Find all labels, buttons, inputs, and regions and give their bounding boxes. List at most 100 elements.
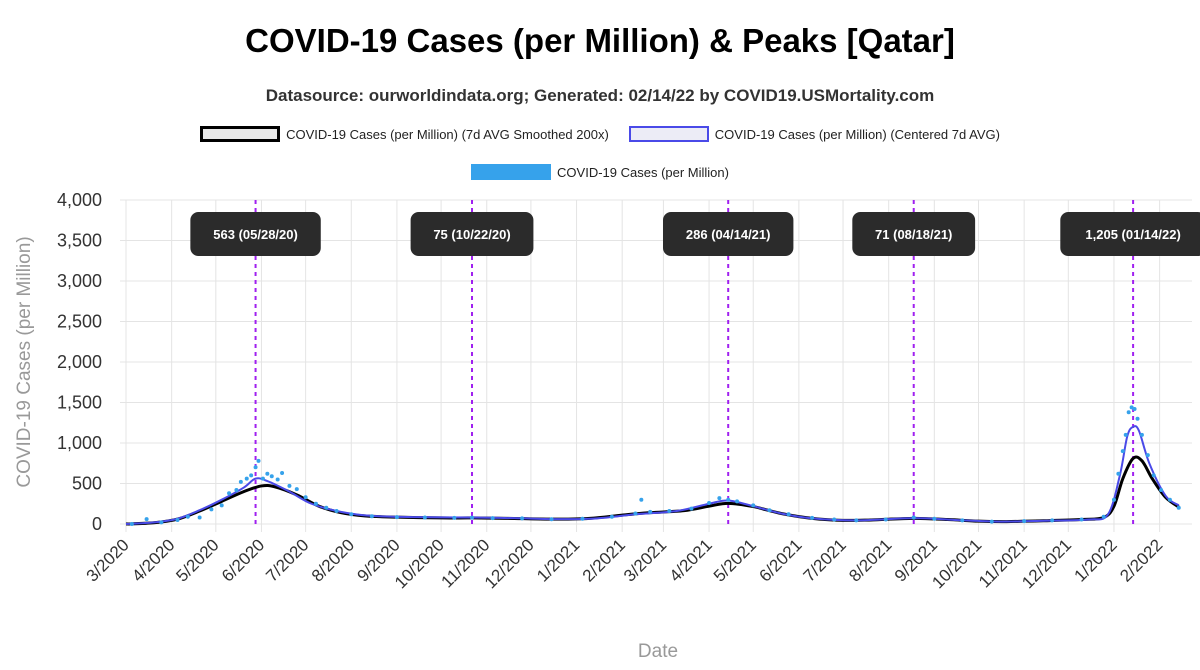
raw-data-point — [260, 476, 265, 481]
raw-data-point — [227, 491, 232, 496]
x-tick-label: 11/2021 — [975, 535, 1031, 591]
raw-data-point — [159, 520, 164, 525]
series-layer — [125, 405, 1181, 526]
raw-data-point — [1129, 405, 1134, 410]
y-axis-title: COVID-19 Cases (per Million) — [14, 236, 35, 487]
raw-data-point — [717, 496, 722, 501]
legend-swatch-smoothed — [200, 126, 281, 142]
raw-data-point — [1120, 449, 1125, 454]
x-tick-label: 5/2020 — [172, 535, 222, 585]
raw-data-point — [1123, 432, 1128, 437]
peak-layer — [254, 200, 1135, 524]
y-tick-label: 3,500 — [57, 231, 102, 251]
y-tick-label: 0 — [92, 514, 102, 534]
raw-data-point — [1111, 497, 1116, 502]
raw-data-point — [422, 515, 427, 520]
peak-label-box — [190, 212, 321, 256]
peak-label-text: 71 (08/18/21) — [875, 227, 952, 242]
raw-data-point — [726, 497, 731, 502]
x-tick-label: 4/2020 — [128, 535, 178, 585]
y-tick-label: 3,000 — [57, 271, 102, 291]
raw-data-point — [751, 503, 756, 508]
raw-data-point — [303, 495, 308, 500]
x-tick-label: 12/2020 — [481, 535, 538, 592]
x-tick-label: 3/2020 — [83, 535, 133, 585]
raw-data-point — [1135, 416, 1140, 421]
raw-data-point — [175, 517, 180, 522]
x-tick-label: 10/2021 — [928, 535, 985, 592]
legend-item-centered[interactable]: COVID-19 Cases (per Million) (Centered 7… — [628, 126, 1000, 142]
x-tick-label: 11/2020 — [438, 535, 494, 591]
x-axis-title: Date — [638, 641, 678, 662]
x-tick-label: 12/2021 — [1018, 535, 1075, 592]
x-tick-label: 1/2022 — [1071, 535, 1121, 585]
legend-row-2: COVID-19 Cases (per Million) — [0, 164, 1200, 180]
axis-layer: 0 500 1,000 1,500 2,000 2,500 3,000 3,500 4,000 3… — [57, 190, 1166, 592]
raw-data-point — [197, 515, 202, 520]
raw-data-point — [470, 515, 475, 520]
raw-data-point — [1159, 487, 1164, 492]
raw-data-point — [580, 516, 585, 521]
x-tick-label: 7/2021 — [800, 535, 850, 585]
raw-data-point — [275, 477, 280, 482]
peak-label-layer: 563 (05/28/20) 75 (10/22/20) 286 (04/14/21… — [190, 212, 1200, 256]
raw-data-point — [633, 511, 638, 516]
x-tick-label: 8/2021 — [845, 535, 895, 585]
x-tick-label: 3/2021 — [620, 535, 670, 585]
x-tick-label: 2/2021 — [579, 535, 629, 585]
raw-data-point — [1176, 505, 1181, 510]
chart-subtitle: Datasource: ourworldindata.org; Generate… — [265, 86, 935, 105]
raw-data-point — [810, 515, 815, 520]
raw-data-point — [648, 509, 653, 514]
peak-label-box — [663, 212, 794, 256]
raw-data-point — [269, 474, 274, 479]
legend-label-centered: COVID-19 Cases (per Million) (Centered 7… — [714, 126, 1000, 142]
raw-data-point — [832, 517, 837, 522]
x-tick-label: 6/2020 — [218, 535, 268, 585]
smoothed-series-line — [125, 455, 1180, 526]
raw-data-point — [234, 487, 239, 492]
raw-data-point — [735, 499, 740, 504]
peak-label-text: 75 (10/22/20) — [433, 227, 510, 242]
peak-label-text: 1,205 (01/14/22) — [1085, 227, 1180, 242]
peak-label-box — [410, 212, 534, 256]
raw-data-point — [1151, 473, 1156, 478]
legend-item-smoothed[interactable]: COVID-19 Cases (per Million) (7d AVG Smo… — [200, 126, 609, 142]
raw-data-point — [911, 515, 916, 520]
raw-data-point — [1145, 453, 1150, 458]
raw-data-point — [265, 471, 270, 476]
raw-data-point — [883, 517, 888, 522]
raw-data-point — [786, 512, 791, 517]
raw-data-point — [520, 516, 525, 521]
raw-data-point — [294, 487, 299, 492]
raw-data-point — [394, 515, 399, 520]
raw-data-point — [1167, 497, 1172, 502]
raw-data-point — [244, 476, 249, 481]
raw-data-point — [144, 517, 149, 522]
legend-label-raw: COVID-19 Cases (per Million) — [557, 164, 729, 180]
raw-data-point — [324, 505, 329, 510]
y-tick-label: 4,000 — [57, 190, 102, 210]
raw-data-point — [1022, 519, 1027, 524]
raw-data-point — [249, 473, 254, 478]
raw-data-point — [256, 458, 261, 463]
raw-data-point — [549, 517, 554, 522]
legend-item-raw[interactable]: COVID-19 Cases (per Million) — [471, 164, 729, 180]
x-tick-label: 9/2020 — [354, 535, 404, 585]
grid-layer — [120, 199, 1192, 532]
raw-data-point — [369, 514, 374, 519]
raw-data-point — [490, 516, 495, 521]
raw-data-point — [349, 512, 354, 517]
raw-data-point — [989, 519, 994, 524]
legend-swatch-raw — [471, 164, 552, 180]
raw-data-point — [1116, 471, 1121, 476]
raw-data-point — [253, 465, 258, 470]
raw-data-point — [238, 479, 243, 484]
raw-data-point — [639, 497, 644, 502]
x-tick-label: 2/2022 — [1116, 535, 1166, 585]
peak-label-box — [1060, 212, 1200, 256]
raw-data-point — [767, 508, 772, 513]
centered-avg-series-line — [125, 425, 1180, 525]
raw-data-point — [1101, 514, 1106, 519]
raw-data-point — [707, 500, 712, 505]
